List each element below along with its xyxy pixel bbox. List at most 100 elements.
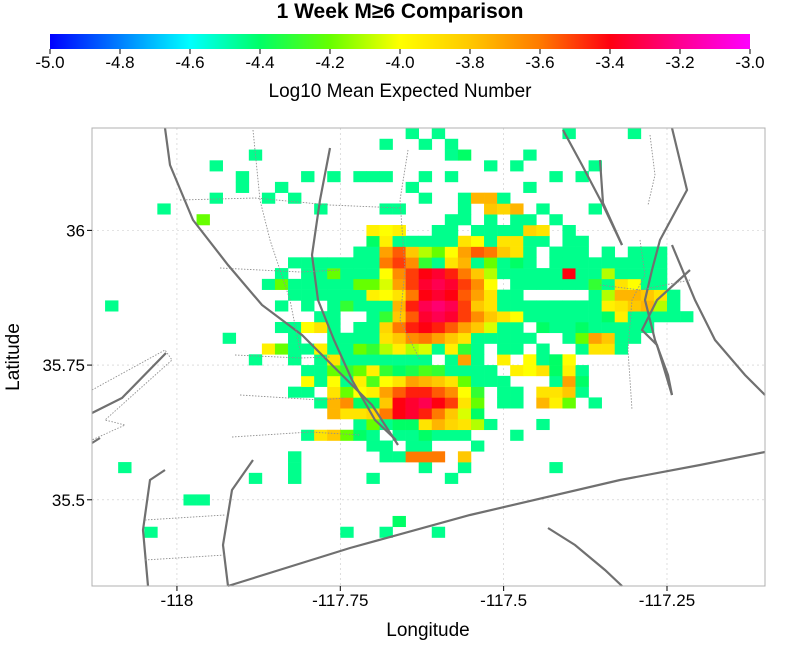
heatmap-cell [314, 257, 328, 269]
heatmap-cell [431, 526, 446, 538]
heatmap-cell [418, 257, 433, 269]
heatmap-cell [418, 332, 433, 344]
heatmap-cell [497, 321, 511, 334]
heatmap-cell [575, 171, 589, 183]
heatmap-cell [562, 235, 576, 247]
heatmap-cell [627, 300, 642, 312]
heatmap-cell [431, 224, 446, 237]
heatmap-cell [327, 289, 341, 301]
heatmap-cell [327, 311, 341, 323]
heatmap-cell [484, 332, 498, 344]
heatmap-cell [405, 268, 419, 280]
heatmap-cell [418, 300, 433, 312]
heatmap-cell [497, 332, 511, 344]
heatmap-cell [379, 440, 393, 452]
heatmap-cell [418, 440, 433, 452]
heatmap-cell [288, 472, 302, 484]
heatmap-cell [405, 343, 419, 355]
heatmap-cell [457, 365, 472, 377]
heatmap-cell [484, 365, 498, 377]
heatmap-cell [144, 526, 158, 538]
heatmap-cell [627, 257, 642, 269]
heatmap-cell [457, 246, 472, 258]
heatmap-cell [510, 278, 524, 290]
heatmap-cell [327, 257, 341, 269]
heatmap-cell [523, 224, 537, 237]
heatmap-cell [497, 311, 511, 323]
heatmap-cell [340, 332, 354, 344]
heatmap-cell [523, 257, 537, 269]
heatmap-cell [457, 214, 472, 226]
heatmap-cell [601, 246, 616, 258]
heatmap-cell [575, 386, 589, 398]
heatmap-cell [614, 278, 629, 290]
heatmap-cell [484, 311, 498, 323]
heatmap-cell [327, 354, 341, 366]
heatmap-cell [497, 235, 511, 247]
heatmap-cell [562, 375, 576, 387]
heatmap-cell [497, 343, 511, 355]
heatmap-cell [392, 289, 406, 301]
heatmap-cell [444, 268, 459, 280]
heatmap-cell [588, 257, 602, 269]
heatmap-cell [418, 289, 433, 301]
heatmap-cell [457, 429, 472, 441]
heatmap-cell [536, 343, 550, 355]
heatmap-cell [392, 257, 406, 269]
heatmap-cell [523, 332, 537, 344]
heatmap-cell [405, 375, 419, 387]
heatmap-cell [510, 386, 524, 398]
heatmap-cell [470, 440, 485, 452]
heatmap-cell [497, 203, 511, 215]
heatmap-cell [549, 354, 563, 366]
heatmap-cell [484, 246, 498, 258]
heatmap-cell [222, 332, 237, 344]
heatmap-cell [575, 278, 589, 290]
heatmap-cell [536, 224, 550, 237]
heatmap-cell [379, 224, 393, 237]
heatmap-cell [379, 332, 393, 344]
heatmap-cell [457, 289, 472, 301]
heatmap-cell [288, 354, 302, 366]
heatmap-cell [327, 278, 341, 290]
heatmap-cell [588, 203, 602, 215]
heatmap-cell [484, 289, 498, 301]
heatmap-cell [484, 214, 498, 226]
heatmap-cell [444, 224, 459, 237]
heatmap-cell [431, 429, 446, 441]
heatmap-cell [314, 321, 328, 334]
fault-line [640, 269, 691, 396]
heatmap-cell [536, 321, 550, 334]
heatmap-cell [327, 365, 341, 377]
heatmap-cell [575, 257, 589, 269]
heatmap-cell [314, 268, 328, 280]
heatmap-cell [274, 278, 289, 290]
heatmap-cell [353, 300, 367, 312]
heatmap-cell [457, 408, 472, 420]
heatmap-cell [431, 278, 446, 290]
heatmap-cell [392, 354, 406, 366]
heatmap-cell [366, 375, 380, 387]
heatmap-cell [418, 138, 433, 150]
heatmap-cell [497, 300, 511, 312]
heatmap-cell [392, 429, 406, 441]
heatmap-cell [379, 386, 393, 398]
heatmap-cell [523, 300, 537, 312]
heatmap-cell [444, 332, 459, 344]
colorbar-tick-label: -4.4 [245, 53, 274, 72]
heatmap-cell [353, 365, 367, 377]
heatmap-cell [209, 160, 223, 172]
heatmap-cell [510, 429, 524, 441]
heatmap-cell [627, 321, 642, 334]
heatmap-cell [274, 321, 289, 334]
heatmap-cell [405, 397, 419, 409]
heatmap-cell [484, 160, 498, 172]
heatmap-cell [457, 300, 472, 312]
heatmap-cell [418, 429, 433, 441]
heatmap-cell [274, 181, 289, 193]
heatmap-cell [457, 268, 472, 280]
heatmap-cell [379, 408, 393, 420]
heatmap-cell [510, 214, 524, 226]
colorbar-tick-label: -5.0 [35, 53, 64, 72]
heatmap-cells [105, 128, 694, 538]
